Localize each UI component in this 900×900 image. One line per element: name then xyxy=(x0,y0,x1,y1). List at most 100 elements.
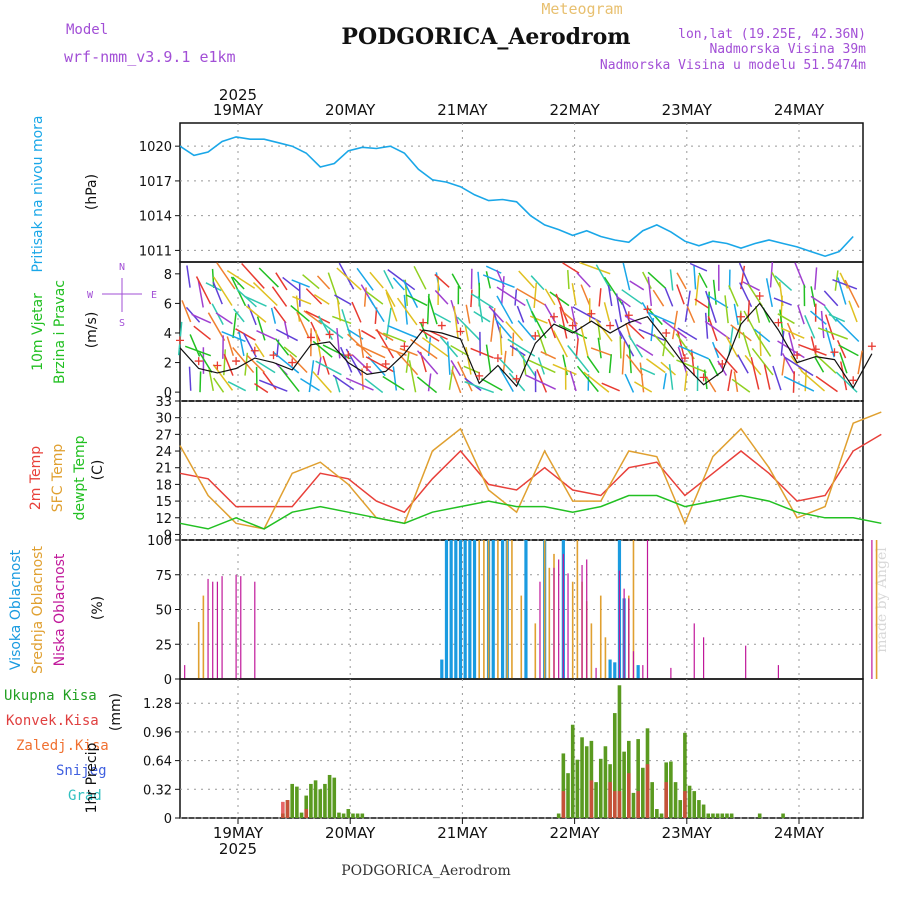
wind-arrow xyxy=(668,364,674,390)
wind-arrow xyxy=(213,276,233,306)
wind-arrow xyxy=(647,271,667,289)
wind-arrow xyxy=(334,376,341,393)
gust-marker xyxy=(662,328,671,337)
total-rain-bar xyxy=(636,739,640,818)
model-elevation: Nadmorska Visina u modelu 51.5474m xyxy=(600,58,866,73)
total-rain-bar xyxy=(725,813,729,818)
wind-arrow xyxy=(322,344,351,360)
wind-arrow xyxy=(334,294,352,306)
wind-arrow xyxy=(580,325,589,358)
wind-arrow xyxy=(728,326,734,356)
ytick-label: 0 xyxy=(164,812,172,827)
wind-arrow xyxy=(527,359,556,374)
gust-marker xyxy=(194,357,203,366)
wind-arrow xyxy=(375,329,395,359)
wind-arrow xyxy=(290,305,310,323)
wind-arrow xyxy=(223,353,234,376)
wind-arrow xyxy=(742,281,760,292)
lonlat: lon,lat (19.25E, 42.36N) xyxy=(678,27,866,42)
wind-arrow xyxy=(482,274,515,289)
wind-arrow xyxy=(416,350,439,375)
wind-arrow xyxy=(676,359,707,374)
wind-arrow xyxy=(358,328,365,358)
wind-arrow xyxy=(382,332,407,343)
wind-arrow xyxy=(433,312,452,323)
wind-arrow xyxy=(844,279,860,308)
convective-rain-bar xyxy=(683,791,687,818)
wind-arrow xyxy=(305,288,323,305)
wind-arrow xyxy=(571,283,577,306)
wind-arrow xyxy=(820,310,825,339)
wind-arrow xyxy=(579,261,611,275)
day-label: 23MAY xyxy=(662,101,713,119)
wind-arrow xyxy=(774,275,793,291)
total-rain-bar xyxy=(781,813,785,818)
wind-arrow xyxy=(473,311,491,323)
low-cloud-bar xyxy=(184,665,186,679)
wind-arrow xyxy=(751,347,774,376)
ytick-label: 15 xyxy=(155,495,172,510)
wind-arrow xyxy=(814,267,818,290)
gust-marker xyxy=(624,311,633,320)
wind-arrow xyxy=(369,271,384,289)
wind-panel: 0 2 4 6 8 xyxy=(164,261,876,402)
total-rain-bar xyxy=(720,813,725,818)
wind-arrow xyxy=(427,373,432,392)
ytick-label: 24 xyxy=(155,445,172,460)
gust-marker xyxy=(325,330,334,339)
wind-arrow xyxy=(258,379,288,392)
total-rain-bar xyxy=(669,761,673,818)
high-cloud-bar xyxy=(472,540,477,679)
wind-arrow xyxy=(273,306,287,324)
low-cloud-bar xyxy=(632,651,635,679)
low-cloud-bar xyxy=(235,574,237,679)
total-rain-bar xyxy=(612,713,617,818)
total-rain-bar xyxy=(323,783,327,818)
day-label: 22MAY xyxy=(549,824,600,842)
total-rain-bar xyxy=(715,813,720,818)
total-rain-bar xyxy=(757,813,762,818)
wind-arrow xyxy=(676,284,685,305)
wind-arrow xyxy=(798,343,827,356)
gust-marker xyxy=(643,305,652,314)
wind-arrow xyxy=(704,312,709,339)
wind-arrow xyxy=(256,330,276,340)
low-cloud-bar xyxy=(221,576,223,679)
total-rain-bar xyxy=(299,812,304,818)
gust-marker xyxy=(232,357,241,366)
wind-arrow xyxy=(624,373,635,393)
wind-arrow xyxy=(289,353,308,374)
wind-arrow xyxy=(698,272,708,289)
wind-arrow xyxy=(499,367,514,393)
wind-arrow xyxy=(525,374,556,390)
gust-marker xyxy=(306,333,315,342)
low-cloud-bar xyxy=(628,598,630,679)
wind-arrow xyxy=(221,330,246,343)
ytick-label: 2 xyxy=(164,357,172,372)
wind-arrow xyxy=(191,313,212,324)
credit: made by Angel xyxy=(874,547,890,653)
wind-arrow xyxy=(684,290,691,322)
wind-arrow xyxy=(624,315,642,325)
wind-arrow xyxy=(226,270,256,289)
mid-cloud-bar xyxy=(543,540,546,679)
wind-arrow xyxy=(511,332,515,357)
wind-arrow xyxy=(727,369,733,392)
low-cloud-bar xyxy=(581,565,583,679)
wind-arrow xyxy=(601,382,620,392)
gust-marker xyxy=(830,348,839,357)
wind-arrow xyxy=(607,284,613,307)
legend-hail: Grad xyxy=(68,788,102,804)
total-rain-bar xyxy=(678,800,683,818)
total-rain-bar xyxy=(594,782,598,818)
wind-arrow xyxy=(615,293,623,323)
wind-arrow xyxy=(318,319,344,339)
gust-marker xyxy=(587,309,596,318)
convective-rain-bar xyxy=(589,780,594,818)
ytick-label: 0.64 xyxy=(143,755,172,770)
ytick-label: 1017 xyxy=(139,175,172,190)
gust-marker xyxy=(718,360,727,369)
wind-arrow xyxy=(733,303,739,325)
pressure-ylabel: Pritisak na nivou mora xyxy=(30,115,46,272)
wind-arrow xyxy=(804,315,816,339)
